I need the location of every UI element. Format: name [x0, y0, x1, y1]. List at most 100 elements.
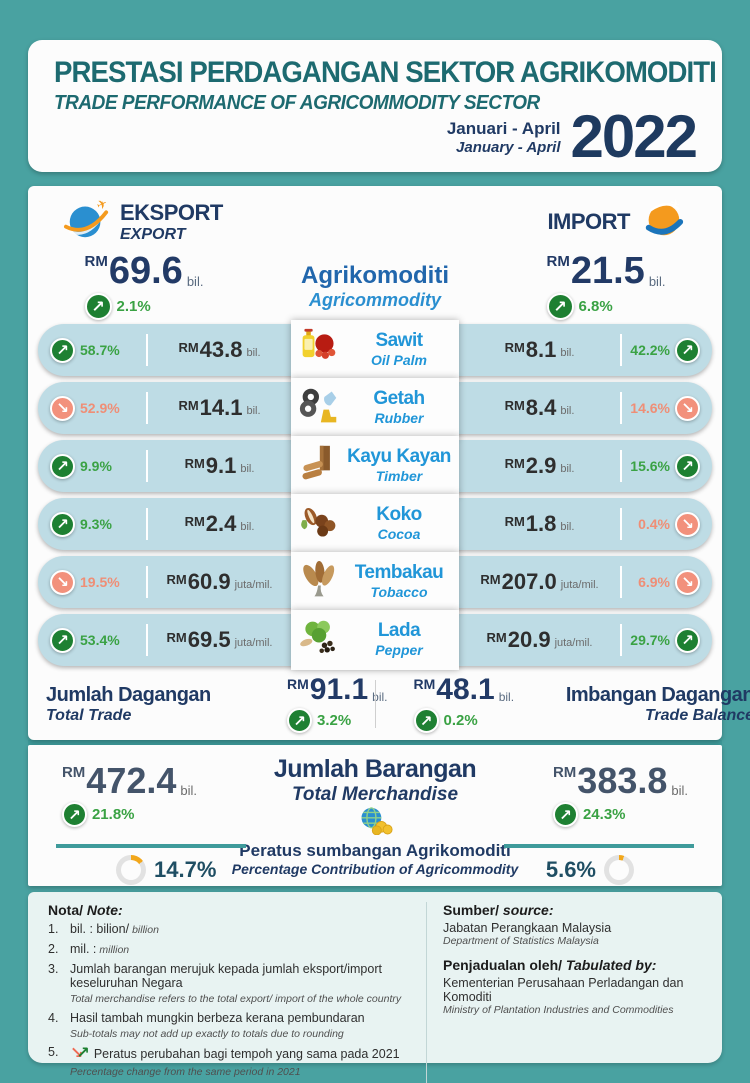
import-change: 15.6%	[630, 458, 670, 474]
notes-heading-ms: Nota/	[48, 902, 83, 918]
divider	[375, 680, 376, 728]
trade-balance-label-ms: Imbangan Dagangan	[565, 683, 750, 706]
trend-up-icon	[50, 627, 75, 653]
commodity-name-en: Oil Palm	[370, 351, 428, 368]
currency-label: RM	[166, 572, 187, 587]
contribution-label-ms: Peratus sumbangan Agrikomoditi	[239, 841, 511, 860]
import-total-change: 6.8%	[578, 298, 613, 315]
trend-up-icon	[287, 708, 312, 733]
page-title: PRESTASI PERDAGANGAN SEKTOR AGRIKOMODITI	[54, 56, 717, 89]
divider	[620, 392, 622, 424]
trade-balance-label-en: Trade Balance	[644, 706, 750, 724]
rubber-icon	[299, 386, 339, 431]
svg-text:✈: ✈	[94, 196, 109, 213]
export-value: 9.1	[205, 453, 237, 478]
tabulated-heading-en: Tabulated by:	[565, 957, 657, 973]
import-unit: bil.	[560, 463, 575, 475]
teal-separator	[28, 740, 722, 745]
trade-balance-label: Imbangan Dagangan Trade Balance	[514, 684, 750, 725]
currency-label: RM	[61, 764, 86, 781]
import-value: 1.8	[525, 511, 557, 536]
pepper-icon	[299, 618, 339, 663]
import-label: IMPORT	[547, 208, 630, 234]
note-item: 3. Jumlah barangan merujuk kepada jumlah…	[48, 961, 402, 1006]
total-trade-label-ms: Jumlah Dagangan	[46, 683, 211, 706]
center-heading-en: Agricommodity	[308, 289, 441, 310]
import-header: IMPORT ✈	[547, 196, 688, 247]
merchandise-title-en: Total Merchandise	[291, 784, 459, 805]
currency-label: RM	[84, 253, 108, 270]
globe-coins-icon	[357, 807, 393, 839]
export-value: 43.8	[199, 337, 243, 362]
divider	[620, 334, 622, 366]
import-unit: bil.	[560, 405, 575, 417]
trend-up-icon	[413, 708, 439, 733]
import-value: 207.0	[501, 569, 557, 594]
export-value: 14.1	[199, 395, 243, 420]
source-heading-ms: Sumber/	[443, 902, 500, 918]
trend-up-icon	[675, 337, 700, 363]
trend-up-icon	[50, 337, 75, 363]
commodity-name-ms: Kayu Kayan	[347, 445, 451, 467]
import-unit: juta/mil.	[560, 579, 599, 591]
export-share-value: 14.7%	[154, 857, 217, 882]
trend-up-icon	[675, 453, 700, 479]
total-trade-label: Jumlah Dagangan Total Trade	[46, 684, 261, 725]
export-value: 60.9	[187, 569, 231, 594]
commodity-name-ms: Getah	[373, 387, 425, 409]
export-unit: bil.	[246, 347, 261, 359]
import-change: 29.7%	[630, 632, 670, 648]
export-header: ✈ EKSPORT EXPORT	[62, 196, 223, 247]
timber-icon	[299, 444, 339, 489]
currency-label: RM	[178, 398, 199, 413]
trade-panel: ✈ EKSPORT EXPORT IMPORT ✈ RM 69.	[28, 186, 750, 740]
export-unit: juta/mil.	[234, 637, 273, 649]
import-unit: bil.	[560, 347, 575, 359]
export-globe-icon: ✈	[62, 196, 112, 247]
commodity-name-ms: Sawit	[375, 329, 423, 351]
commodity-name-en: Cocoa	[377, 525, 421, 542]
import-change: 42.2%	[630, 342, 670, 358]
import-value: 20.9	[507, 627, 551, 652]
trend-up-icon	[675, 627, 700, 653]
note-item: 1. bil. : bilion/billion	[48, 922, 159, 936]
import-unit: juta/mil.	[554, 637, 593, 649]
currency-label: RM	[504, 514, 525, 529]
currency-label: RM	[480, 572, 501, 587]
trend-up-icon	[546, 293, 574, 320]
currency-label: RM	[504, 340, 525, 355]
trend-up-icon	[50, 511, 75, 537]
change-arrows-icon: ↘ ↗	[70, 1045, 90, 1063]
import-share-value: 5.6%	[545, 857, 596, 882]
cocoa-icon	[299, 502, 339, 547]
export-share: 14.7%	[116, 855, 216, 885]
commodity-name-ms: Lada	[377, 619, 421, 641]
divider	[146, 566, 148, 598]
trend-up-icon	[61, 802, 87, 827]
trend-up-icon	[50, 453, 75, 479]
commodity-name-ms: Koko	[376, 503, 422, 525]
notes-column: Nota/ Note: 1. bil. : bilion/billion 2. …	[48, 902, 426, 1083]
commodity-name-en: Tobacco	[370, 583, 428, 600]
commodity-name-en: Timber	[375, 467, 423, 484]
divider	[620, 624, 622, 656]
page-subtitle: TRADE PERFORMANCE OF AGRICOMMODITY SECTO…	[54, 92, 540, 114]
import-value: 2.9	[525, 453, 557, 478]
header-card: PRESTASI PERDAGANGAN SEKTOR AGRIKOMODITI…	[28, 40, 722, 172]
note-item: 4. Hasil tambah mungkin berbeza kerana p…	[48, 1010, 365, 1040]
donut-chart-icon	[604, 855, 634, 885]
export-change: 9.9%	[80, 458, 112, 474]
source-column: Sumber/ source: Jabatan Perangkaan Malay…	[426, 902, 708, 1083]
import-total-value: 21.5	[570, 250, 645, 292]
export-unit: juta/mil.	[234, 579, 273, 591]
import-value: 8.1	[525, 337, 557, 362]
footer-panel: Nota/ Note: 1. bil. : bilion/billion 2. …	[28, 892, 722, 1083]
export-total-change: 2.1%	[116, 298, 151, 315]
